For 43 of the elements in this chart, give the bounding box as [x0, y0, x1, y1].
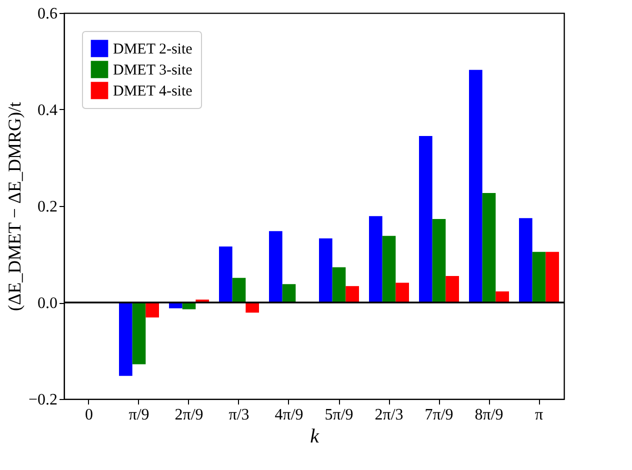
bar [519, 218, 532, 302]
x-axis-title: k [310, 426, 320, 448]
bar [319, 238, 332, 302]
x-tick-label: π [534, 406, 544, 424]
legend-label: DMET 3-site [113, 62, 193, 78]
x-tick-label: 7π/9 [424, 406, 454, 424]
y-tick-label: 0.2 [38, 198, 58, 216]
bar [346, 286, 359, 302]
x-tick-label: π/3 [228, 406, 250, 424]
x-tick-label: 8π/9 [474, 406, 504, 424]
legend-label: DMET 2-site [113, 42, 193, 58]
x-tick-label: 2π/9 [174, 406, 204, 424]
bar [332, 267, 346, 302]
x-tick-label: π/9 [128, 406, 150, 424]
bar [446, 276, 459, 302]
bar [469, 70, 482, 302]
x-tick-label: 4π/9 [274, 406, 304, 424]
legend-label: DMET 4-site [113, 84, 193, 100]
bar [146, 302, 159, 318]
bar [482, 192, 496, 302]
bar [282, 284, 296, 302]
bar [219, 246, 232, 302]
y-tick-label: 0.0 [38, 295, 58, 312]
y-tick-label: 0.6 [38, 6, 58, 22]
x-tick-label: 5π/9 [324, 406, 354, 424]
bar [496, 291, 509, 302]
bar [246, 302, 259, 313]
bar [396, 282, 409, 302]
bar [119, 302, 132, 376]
bar [369, 216, 382, 302]
bar [232, 278, 246, 302]
bar [432, 219, 446, 302]
bar [132, 302, 146, 364]
bar [532, 252, 546, 302]
y-tick-label: 0.4 [38, 102, 58, 119]
y-axis-title: (ΔE_DMET − ΔE_DMRG)/t [4, 102, 24, 311]
bar [419, 136, 432, 302]
x-tick-label: 0 [85, 406, 93, 424]
y-tick-label: −0.2 [28, 392, 58, 408]
bar [269, 231, 282, 302]
bar [546, 252, 559, 302]
bar [382, 236, 396, 302]
x-tick-label: 2π/3 [374, 406, 404, 424]
